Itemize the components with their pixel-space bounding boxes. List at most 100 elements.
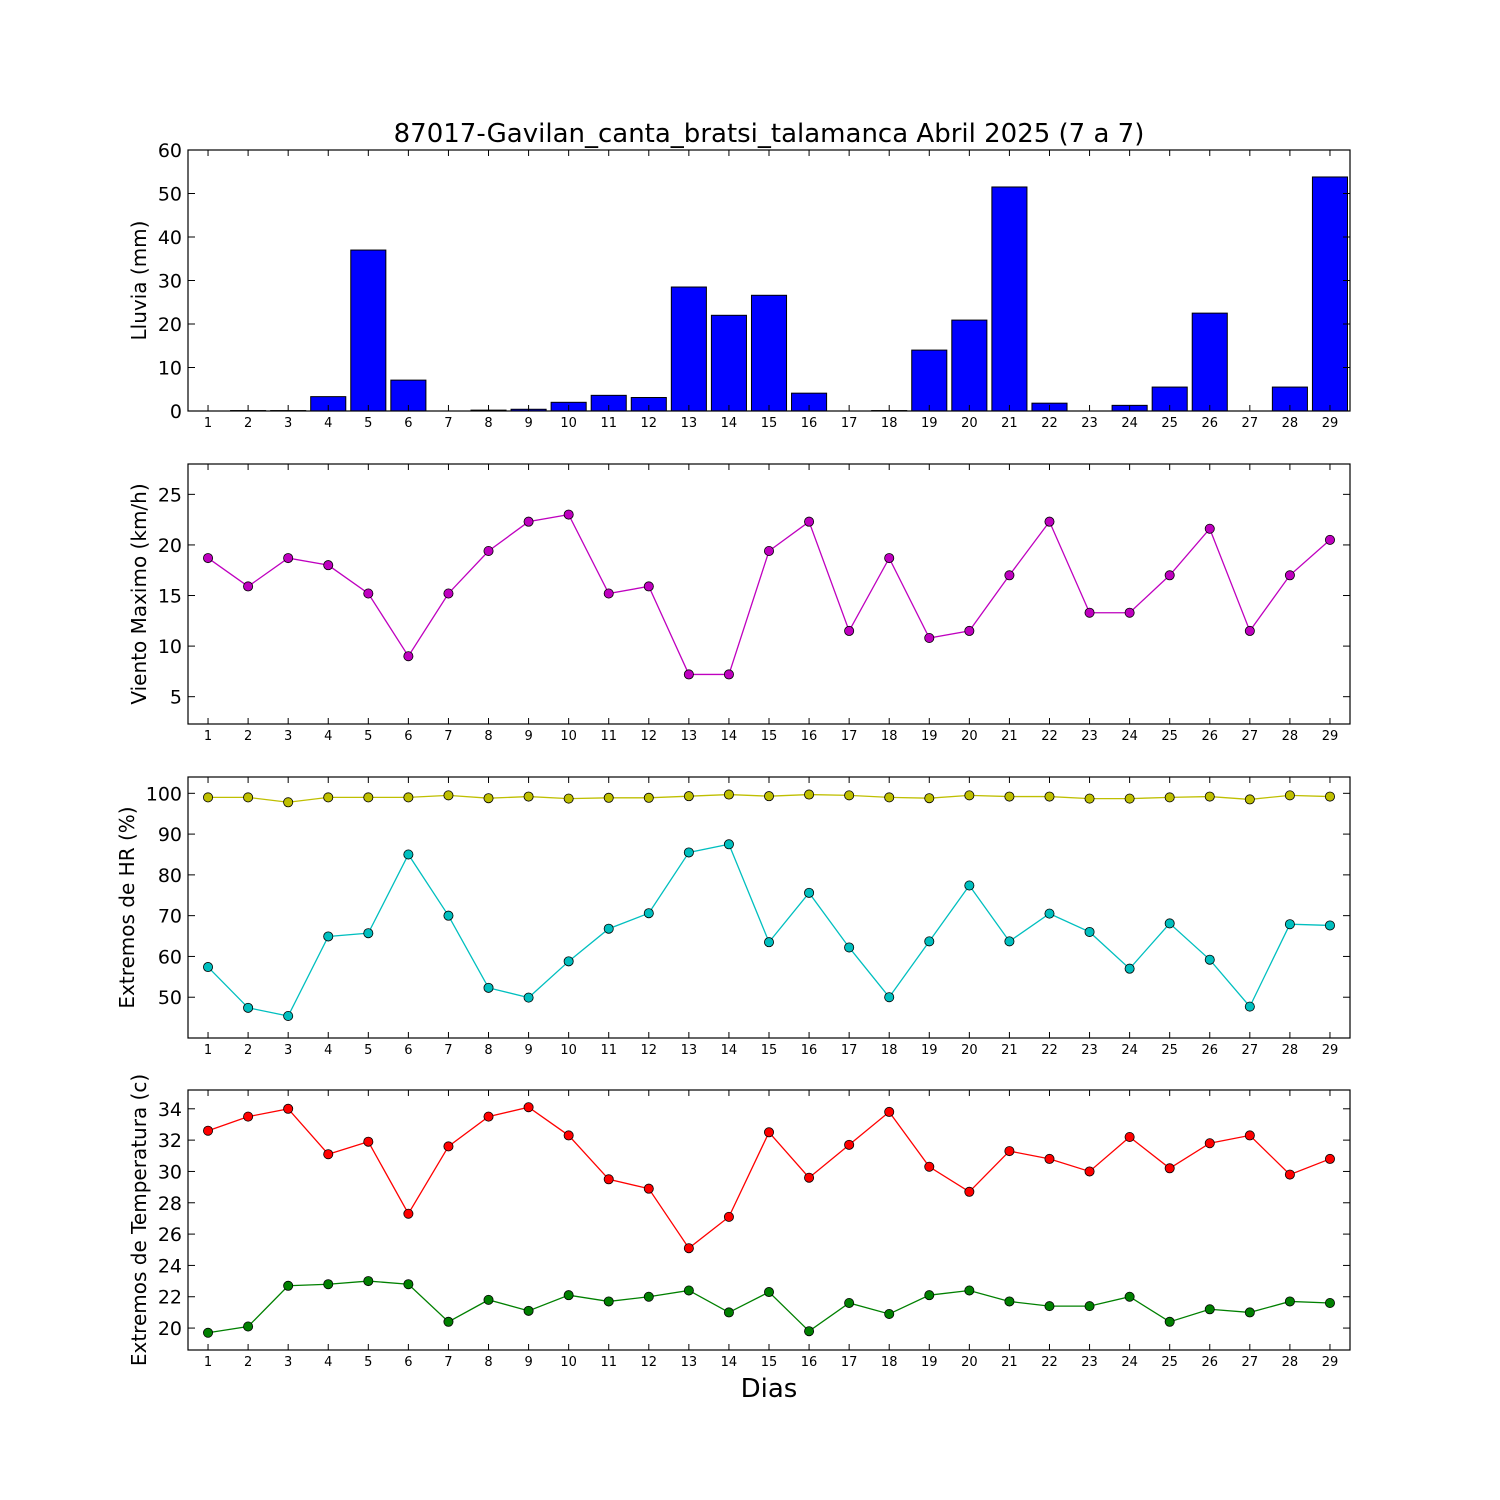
hr-max-point-day-8 (483, 793, 494, 804)
temp-max-point-day-2 (243, 1111, 254, 1122)
hr-max-point-day-16 (804, 789, 815, 800)
temp-max-point-day-14 (723, 1211, 734, 1222)
temp-max-point-day-21 (1004, 1146, 1015, 1157)
x-tick-label: 23 (1081, 416, 1098, 431)
hr-min-point-day-25 (1164, 918, 1175, 929)
hr-min-point-day-10 (563, 956, 574, 967)
x-tick-label: 10 (560, 729, 577, 744)
x-tick-label: 13 (681, 729, 698, 744)
x-tick-label: 20 (961, 1355, 978, 1370)
temp-max-point-day-15 (764, 1127, 775, 1138)
wind-max-point-day-27 (1244, 625, 1255, 636)
hr-min-point-day-1 (203, 962, 214, 973)
x-tick-label: 16 (801, 1355, 818, 1370)
temp-min-point-day-21 (1004, 1296, 1015, 1307)
y-tick-label: 26 (158, 1224, 182, 1246)
wind-max-point-day-2 (243, 581, 254, 592)
hr-min-point-day-23 (1084, 926, 1095, 937)
x-tick-label: 4 (324, 416, 332, 431)
y-tick-label: 10 (158, 358, 182, 380)
temp-min-point-day-16 (804, 1326, 815, 1337)
hr-min-point-day-26 (1204, 954, 1215, 965)
temp-max-point-day-17 (844, 1139, 855, 1150)
x-tick-label: 22 (1041, 729, 1058, 744)
hr-max-point-day-18 (884, 792, 895, 803)
x-tick-label: 11 (600, 416, 617, 431)
rain-bar-day-5 (350, 249, 387, 412)
x-tick-label: 4 (324, 729, 332, 744)
x-tick-label: 21 (1001, 1355, 1018, 1370)
hr-max-point-day-3 (283, 797, 294, 808)
x-tick-label: 7 (444, 1355, 452, 1370)
x-tick-label: 29 (1322, 416, 1339, 431)
x-tick-label: 27 (1242, 416, 1259, 431)
temp-min-point-day-27 (1244, 1307, 1255, 1318)
y-tick-label: 20 (158, 1318, 182, 1340)
x-tick-label: 8 (484, 729, 492, 744)
hr-min-point-day-15 (764, 937, 775, 948)
temp-min-point-day-14 (723, 1307, 734, 1318)
rain-bar-day-20 (951, 319, 988, 412)
temp-max-point-day-22 (1044, 1153, 1055, 1164)
temp-max-point-day-27 (1244, 1130, 1255, 1141)
x-tick-label: 14 (721, 1043, 738, 1058)
x-tick-label: 11 (600, 1355, 617, 1370)
x-tick-label: 19 (921, 1043, 938, 1058)
y-tick-label: 0 (170, 401, 182, 423)
hr-max-point-day-14 (723, 789, 734, 800)
y-tick-label: 90 (158, 824, 182, 846)
hr-max-point-day-1 (203, 792, 214, 803)
y-tick-label: 28 (158, 1193, 182, 1215)
hr-min-point-day-24 (1124, 963, 1135, 974)
x-tick-label: 26 (1201, 416, 1218, 431)
y-tick-label: 50 (158, 987, 182, 1009)
wind-max-point-day-20 (964, 625, 975, 636)
wind-max-point-day-21 (1004, 570, 1015, 581)
x-tick-label: 1 (204, 1043, 212, 1058)
hr-max-point-day-15 (764, 791, 775, 802)
x-tick-label: 22 (1041, 1043, 1058, 1058)
y-tick-label: 60 (158, 946, 182, 968)
hr-min-point-day-19 (924, 936, 935, 947)
x-tick-label: 21 (1001, 416, 1018, 431)
x-tick-label: 1 (204, 1355, 212, 1370)
x-tick-label: 13 (681, 416, 698, 431)
hr-min-point-day-27 (1244, 1001, 1255, 1012)
x-tick-label: 3 (284, 416, 292, 431)
temp-min-point-day-8 (483, 1294, 494, 1305)
hr-max-point-day-10 (563, 793, 574, 804)
temp-min-point-day-13 (683, 1285, 694, 1296)
x-tick-label: 28 (1282, 1043, 1299, 1058)
temp-max-point-day-16 (804, 1172, 815, 1183)
x-tick-label: 10 (560, 416, 577, 431)
x-tick-label: 7 (444, 416, 452, 431)
hr-min-point-day-3 (283, 1010, 294, 1021)
x-tick-label: 19 (921, 729, 938, 744)
temp-max-point-day-11 (603, 1174, 614, 1185)
y-tick-label: 80 (158, 865, 182, 887)
temp-min-point-day-7 (443, 1316, 454, 1327)
hr-min-point-day-8 (483, 982, 494, 993)
hr-max-point-day-20 (964, 790, 975, 801)
wind-max-point-day-28 (1284, 570, 1295, 581)
wind-max-point-day-23 (1084, 607, 1095, 618)
x-tick-label: 16 (801, 729, 818, 744)
temp-max-point-day-4 (323, 1149, 334, 1160)
x-tick-label: 12 (641, 416, 658, 431)
temp-min-point-day-4 (323, 1279, 334, 1290)
wind-max-point-day-16 (804, 516, 815, 527)
hr-min-point-day-6 (403, 849, 414, 860)
x-tick-label: 28 (1282, 1355, 1299, 1370)
x-tick-label: 21 (1001, 729, 1018, 744)
x-tick-label: 5 (364, 1043, 372, 1058)
wind-max-point-day-7 (443, 588, 454, 599)
x-tick-label: 20 (961, 729, 978, 744)
x-tick-label: 8 (484, 1355, 492, 1370)
x-tick-label: 27 (1242, 1043, 1259, 1058)
hr-min-point-day-21 (1004, 936, 1015, 947)
x-tick-label: 20 (961, 1043, 978, 1058)
x-tick-label: 13 (681, 1355, 698, 1370)
x-tick-label: 23 (1081, 1043, 1098, 1058)
rain-y-axis-label: Lluvia (mm) (127, 221, 151, 341)
